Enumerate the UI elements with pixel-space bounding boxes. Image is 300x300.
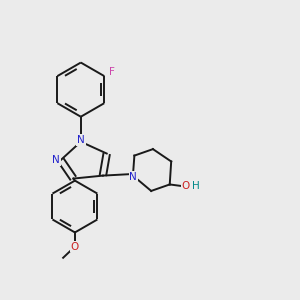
Text: O: O [71, 242, 79, 252]
Text: O: O [182, 181, 190, 191]
Text: F: F [109, 67, 115, 77]
Text: H: H [192, 181, 200, 191]
Text: N: N [77, 135, 85, 145]
Text: N: N [129, 172, 137, 182]
Text: N: N [52, 155, 60, 165]
